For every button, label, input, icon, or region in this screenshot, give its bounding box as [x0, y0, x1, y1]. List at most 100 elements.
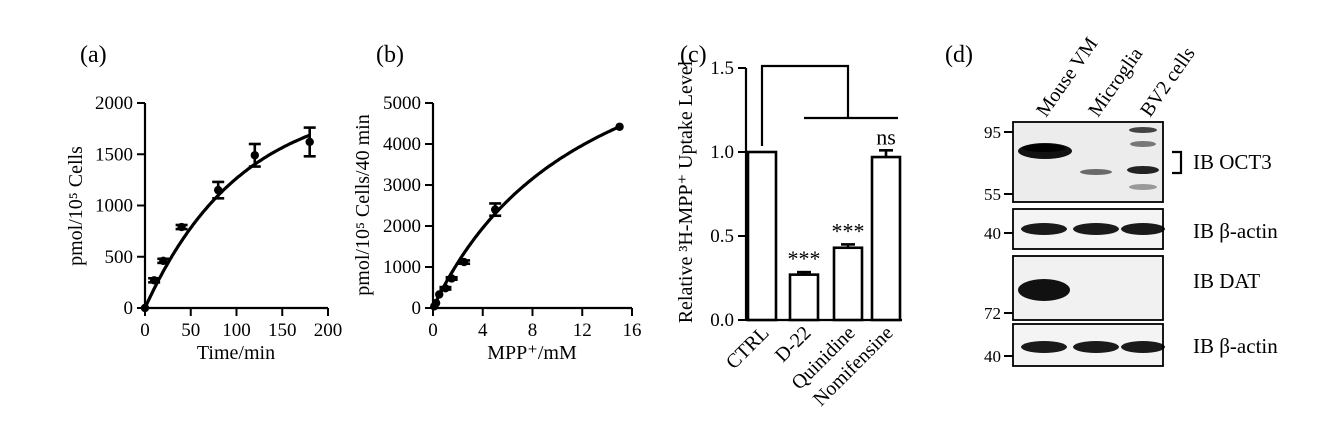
marker-40-b: 40	[984, 347, 1001, 366]
blot-actin-2: 40 IB β-actin	[984, 323, 1278, 367]
panel-b-x-tick-label: 4	[478, 320, 488, 341]
panel-a-y-tick-label: 1500	[95, 144, 133, 165]
panel-c-y-tick-label: 1.5	[710, 58, 734, 79]
panel-c-y-tick-label: 1.0	[710, 142, 734, 163]
panel-a-y-tick-label: 0	[124, 298, 134, 319]
blot-actin-1-frame	[1012, 208, 1164, 250]
band-actin1-bv2	[1121, 223, 1165, 235]
panel-a-y-tick-label: 1000	[95, 196, 133, 217]
blot-actin-1: 40 IB β-actin	[984, 208, 1278, 250]
panel-b-data-point	[441, 284, 450, 293]
band-oct3-bv2-3	[1127, 166, 1159, 174]
marker-72: 72	[984, 304, 1001, 323]
panel-c-significance-label: ns	[876, 124, 896, 149]
blot-dat: 72 IB DAT	[984, 255, 1260, 323]
panel-b-data-point	[490, 205, 500, 214]
panel-a-x-tick-label: 50	[181, 320, 200, 341]
panel-c-bar-d-22	[788, 273, 820, 322]
panel-a-data-point	[250, 151, 259, 160]
panel-a-label: (a)	[80, 42, 107, 68]
panel-c-ticks: 0.0 0.5 1.0 1.5	[710, 58, 746, 331]
panel-a-y-tick-label: 500	[105, 247, 134, 268]
panel-b-x-tick-label: 0	[428, 320, 438, 341]
band-oct3-microglia	[1080, 169, 1112, 175]
label-ib-beta-actin-1: IB β-actin	[1193, 219, 1278, 243]
blot-oct3: 95 55 IB OCT3	[984, 121, 1272, 204]
panel-c-y-tick-label: 0.0	[710, 310, 734, 331]
band-actin2-bv2	[1121, 341, 1165, 353]
panel-b-y-tick-label: 3000	[383, 175, 421, 196]
panel-b-data-point	[615, 122, 624, 131]
panel-a-x-tick-label: 150	[268, 320, 297, 341]
panel-a-data-point	[214, 185, 223, 195]
panel-b-data-point	[431, 298, 441, 308]
blot-oct3-background	[1013, 122, 1163, 202]
marker-55: 55	[984, 185, 1001, 204]
panel-c-bar-quinidine	[832, 246, 864, 322]
label-ib-dat: IB DAT	[1193, 269, 1260, 293]
panel-a-data-point	[305, 137, 314, 147]
comparison-bracket	[760, 64, 850, 146]
band-oct3-bv2-4	[1129, 184, 1157, 190]
panel-a-x-label: Time/min	[197, 342, 275, 364]
panel-a-data-point	[177, 222, 186, 232]
panel-b-label: (b)	[376, 42, 404, 68]
panel-d-label: (d)	[945, 42, 973, 68]
band-actin2-mouse-vm	[1021, 341, 1067, 353]
panel-b-y-tick-label: 4000	[383, 134, 421, 155]
panel-c-significance-label: ***	[832, 218, 865, 243]
panel-c-significance-label: ***	[788, 246, 821, 271]
panel-a-y-tick-label: 2000	[95, 93, 133, 114]
panel-b-y-tick-label: 0	[412, 298, 422, 319]
band-actin2-microglia	[1073, 341, 1119, 353]
band-actin1-microglia	[1073, 223, 1119, 235]
panel-a-x-tick-label: 200	[314, 320, 343, 341]
blot-dat-frame	[1012, 255, 1164, 321]
panel-b-x-tick-label: 16	[623, 320, 642, 341]
panel-a-y-label: pmol/10⁵ Cells	[65, 146, 87, 266]
lane-label-bv2-cells: BV2 cells	[1136, 43, 1200, 121]
panel-c: (c) 0.0 0.5 1.0 1.5 Relative ³H-MPP⁺ Uptake…	[675, 42, 902, 411]
panel-a-fit-curve	[143, 133, 311, 309]
panel-c-bar-ctrl	[746, 150, 778, 322]
panel-b-x-tick-label: 8	[528, 320, 538, 341]
panel-b: (b) 0 4 8 12 16 0 1000 2000 3000 4000 5000 MPP⁺/mM…	[352, 42, 642, 364]
panel-c-y-tick-label: 0.5	[710, 226, 734, 247]
panel-c-bars: *** *** ns	[746, 124, 902, 322]
band-oct3-bv2-2	[1130, 141, 1156, 147]
panel-a-data-point	[140, 303, 150, 313]
marker-95: 95	[984, 123, 1001, 142]
panel-d: (d) Mouse VM Microglia BV2 cells 95 55 I…	[945, 33, 1278, 367]
panel-a-data-point	[149, 276, 159, 285]
marker-40-a: 40	[984, 224, 1001, 243]
band-dat-mouse-vm	[1018, 279, 1070, 301]
panel-c-bar-nomifensine	[870, 155, 902, 322]
panel-c-label: (c)	[680, 42, 707, 68]
blot-actin-2-frame	[1012, 323, 1164, 367]
panel-b-y-tick-label: 1000	[383, 257, 421, 278]
panel-a-x-tick-label: 100	[222, 320, 251, 341]
panel-a-x-tick-label: 0	[140, 320, 150, 341]
panel-a-data-point	[159, 256, 168, 266]
band-oct3-bv2-1	[1129, 127, 1157, 133]
panel-b-ticks: 0 4 8 12 16 0 1000 2000 3000 4000 5000	[383, 93, 642, 341]
label-ib-oct3: IB OCT3	[1193, 150, 1272, 174]
panel-b-data-point	[447, 274, 456, 283]
panel-b-data-point	[435, 290, 444, 299]
panel-b-x-tick-label: 12	[573, 320, 592, 341]
panel-a-points	[140, 126, 316, 313]
panel-b-x-label: MPP⁺/mM	[487, 342, 577, 364]
label-ib-beta-actin-2: IB β-actin	[1193, 334, 1278, 358]
panel-c-y-label: Relative ³H-MPP⁺ Uptake Level	[675, 60, 697, 323]
panel-b-y-tick-label: 5000	[383, 93, 421, 114]
panel-b-data-point	[459, 257, 469, 267]
panel-b-y-label: pmol/10⁵ Cells/40 min	[352, 114, 374, 295]
oct3-bracket	[1172, 150, 1183, 175]
panel-b-y-tick-label: 2000	[383, 216, 421, 237]
panel-b-fit-curve	[432, 125, 621, 307]
panel-b-points	[430, 122, 624, 311]
